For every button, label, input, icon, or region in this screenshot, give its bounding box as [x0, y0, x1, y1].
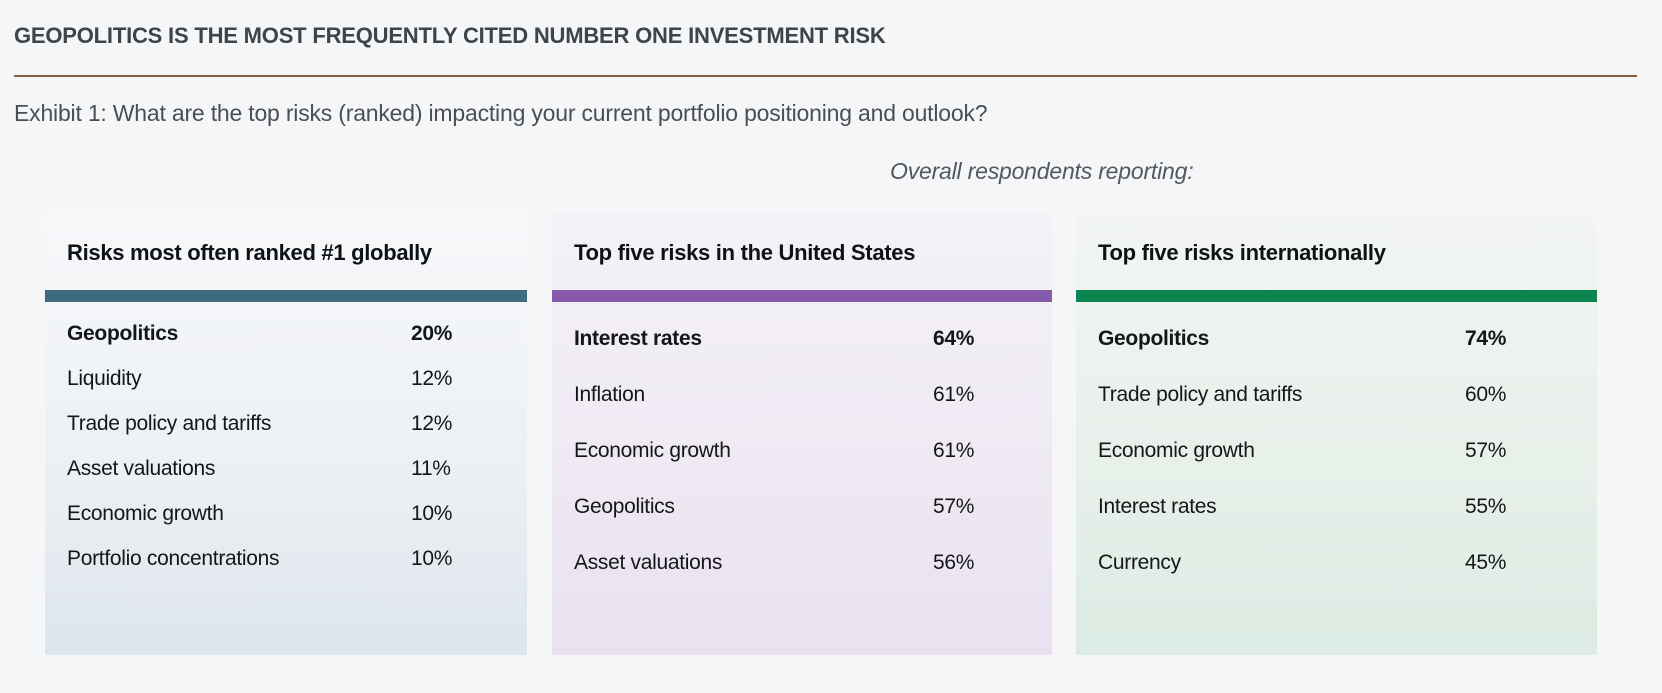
panel-international-top-risks: Top five risks internationally Geopoliti…: [1076, 213, 1597, 655]
panel-body: Interest rates 64% Inflation 61% Economi…: [552, 302, 1052, 591]
risk-value: 61%: [933, 439, 975, 462]
table-row: Interest rates 64%: [574, 311, 1030, 367]
table-row: Asset valuations 56%: [574, 535, 1030, 591]
teal-accent-bar: [45, 290, 527, 302]
panel-body: Geopolitics 74% Trade policy and tariffs…: [1076, 302, 1597, 591]
table-row: Geopolitics 74%: [1098, 311, 1575, 367]
risk-label: Asset valuations: [67, 456, 216, 480]
panel-title: Top five risks internationally: [1098, 240, 1386, 265]
risk-label: Economic growth: [67, 501, 224, 525]
risk-value: 60%: [1465, 383, 1507, 406]
risk-label: Economic growth: [1098, 439, 1255, 462]
risk-value: 10%: [411, 501, 453, 525]
risk-value: 45%: [1465, 551, 1507, 574]
risk-label: Economic growth: [574, 439, 731, 462]
risk-label: Asset valuations: [574, 551, 723, 574]
table-row: Currency 45%: [1098, 535, 1575, 591]
risk-label: Trade policy and tariffs: [1098, 383, 1303, 406]
risk-value: 57%: [933, 495, 975, 518]
risk-label: Geopolitics: [67, 321, 179, 345]
panel-body: Geopolitics 20% Liquidity 12% Trade poli…: [45, 302, 527, 581]
panel-title: Risks most often ranked #1 globally: [67, 240, 432, 265]
risk-label: Geopolitics: [574, 495, 675, 518]
panel-global-top-risks: Risks most often ranked #1 globally Geop…: [45, 213, 527, 655]
table-row: Economic growth 61%: [574, 423, 1030, 479]
risk-value: 64%: [933, 327, 975, 350]
panel-us-top-risks: Top five risks in the United States Inte…: [552, 213, 1052, 655]
risk-value: 56%: [933, 551, 975, 574]
overall-respondents-note: Overall respondents reporting:: [890, 158, 1194, 184]
title-divider-rule: [14, 75, 1637, 77]
table-row: Geopolitics 57%: [574, 479, 1030, 535]
table-row: Interest rates 55%: [1098, 479, 1575, 535]
purple-accent-bar: [552, 290, 1052, 302]
risk-label: Currency: [1098, 551, 1181, 574]
risk-label: Interest rates: [1098, 495, 1217, 518]
table-row: Economic growth 57%: [1098, 423, 1575, 479]
risk-value: 10%: [411, 546, 453, 570]
panel-title: Top five risks in the United States: [574, 240, 916, 265]
risk-value: 74%: [1465, 327, 1507, 350]
risk-value: 12%: [411, 366, 453, 390]
risk-label: Trade policy and tariffs: [67, 411, 272, 435]
green-accent-bar: [1076, 290, 1597, 302]
table-row: Economic growth 10%: [67, 491, 505, 536]
table-row: Geopolitics 20%: [67, 311, 505, 356]
risk-label: Geopolitics: [1098, 327, 1210, 350]
risk-value: 20%: [411, 321, 453, 345]
risk-label: Portfolio concentrations: [67, 546, 280, 570]
table-row: Portfolio concentrations 10%: [67, 536, 505, 581]
risk-value: 55%: [1465, 495, 1507, 518]
table-row: Trade policy and tariffs 12%: [67, 401, 505, 446]
risk-value: 12%: [411, 411, 453, 435]
table-row: Liquidity 12%: [67, 356, 505, 401]
risk-label: Liquidity: [67, 366, 142, 390]
risk-label: Interest rates: [574, 327, 702, 350]
risk-label: Inflation: [574, 383, 645, 406]
exhibit-caption: Exhibit 1: What are the top risks (ranke…: [14, 100, 988, 126]
risk-value: 11%: [411, 456, 451, 480]
risk-value: 57%: [1465, 439, 1507, 462]
page-title: GEOPOLITICS IS THE MOST FREQUENTLY CITED…: [14, 23, 886, 48]
table-row: Trade policy and tariffs 60%: [1098, 367, 1575, 423]
table-row: Inflation 61%: [574, 367, 1030, 423]
table-row: Asset valuations 11%: [67, 446, 505, 491]
risk-value: 61%: [933, 383, 975, 406]
